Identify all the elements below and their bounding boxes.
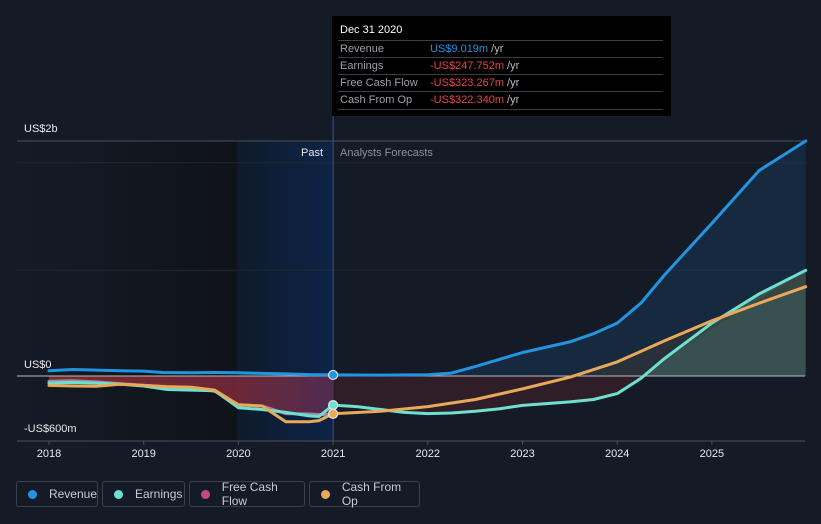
tooltip-date: Dec 31 2020 <box>340 24 403 36</box>
x-tick-label: 2018 <box>36 448 62 460</box>
tooltip-unit: /yr <box>488 43 504 55</box>
cash-from-op-marker <box>328 408 339 419</box>
revenue-area <box>333 141 806 376</box>
tooltip-unit: /yr <box>504 60 520 72</box>
y-tick-label: -US$600m <box>24 423 77 435</box>
legend-dot-icon <box>321 489 330 499</box>
tooltip-unit: /yr <box>504 77 520 89</box>
tooltip-label: Cash From Op <box>340 94 413 106</box>
legend-label: Earnings <box>135 487 183 501</box>
tooltip-value: -US$322.340m <box>430 94 504 106</box>
earnings-negative-area <box>333 376 641 414</box>
legend-item-cash-from-op[interactable]: Cash From Op <box>309 480 420 508</box>
tooltip-value: US$9.019m <box>430 43 489 55</box>
x-tick-label: 2022 <box>415 448 441 460</box>
tooltip-value: -US$247.752m <box>430 60 504 72</box>
tooltip-label: Free Cash Flow <box>340 77 418 89</box>
legend-item-revenue[interactable]: Revenue <box>16 481 98 507</box>
legend-item-free-cash-flow[interactable]: Free Cash Flow <box>189 480 305 508</box>
revenue-marker <box>328 369 339 381</box>
legend-label: Free Cash Flow <box>221 480 278 508</box>
tooltip-label: Earnings <box>340 60 384 72</box>
tooltip: Dec 31 2020 Revenue US$9.019m /yr Earnin… <box>332 16 671 116</box>
cash-from-op-line <box>47 285 808 424</box>
x-tick-label: 2021 <box>320 448 346 460</box>
past-shade <box>17 141 237 441</box>
tooltip-row: Earnings -US$247.752m /yr <box>338 57 663 75</box>
earnings-marker <box>328 400 339 411</box>
tooltip-label: Revenue <box>340 43 385 55</box>
x-tick-label: 2025 <box>699 448 725 460</box>
forecast-label: Analysts Forecasts <box>340 147 433 159</box>
legend-label: Revenue <box>48 487 97 501</box>
y-tick-label: US$2b <box>24 123 58 135</box>
y-tick-label: US$0 <box>24 359 52 371</box>
tooltip-value: -US$323.267m <box>430 77 504 89</box>
legend-label: Cash From Op <box>341 480 402 508</box>
legend-dot-icon <box>28 489 37 499</box>
tooltip-unit: /yr <box>504 94 520 106</box>
x-tick-label: 2024 <box>604 448 630 460</box>
legend-item-earnings[interactable]: Earnings <box>102 481 185 507</box>
tooltip-row: Revenue US$9.019m /yr <box>338 40 663 58</box>
tooltip-row: Cash From Op -US$322.340m /yr <box>338 91 663 110</box>
x-tick-label: 2023 <box>510 448 535 460</box>
legend-dot-icon <box>114 489 123 499</box>
past-label: Past <box>301 147 324 159</box>
x-tick-label: 2019 <box>131 448 156 460</box>
legend-dot-icon <box>201 489 210 499</box>
revenue-line <box>47 139 808 377</box>
tooltip-row: Free Cash Flow -US$323.267m /yr <box>338 74 663 92</box>
x-tick-label: 2020 <box>226 448 251 460</box>
